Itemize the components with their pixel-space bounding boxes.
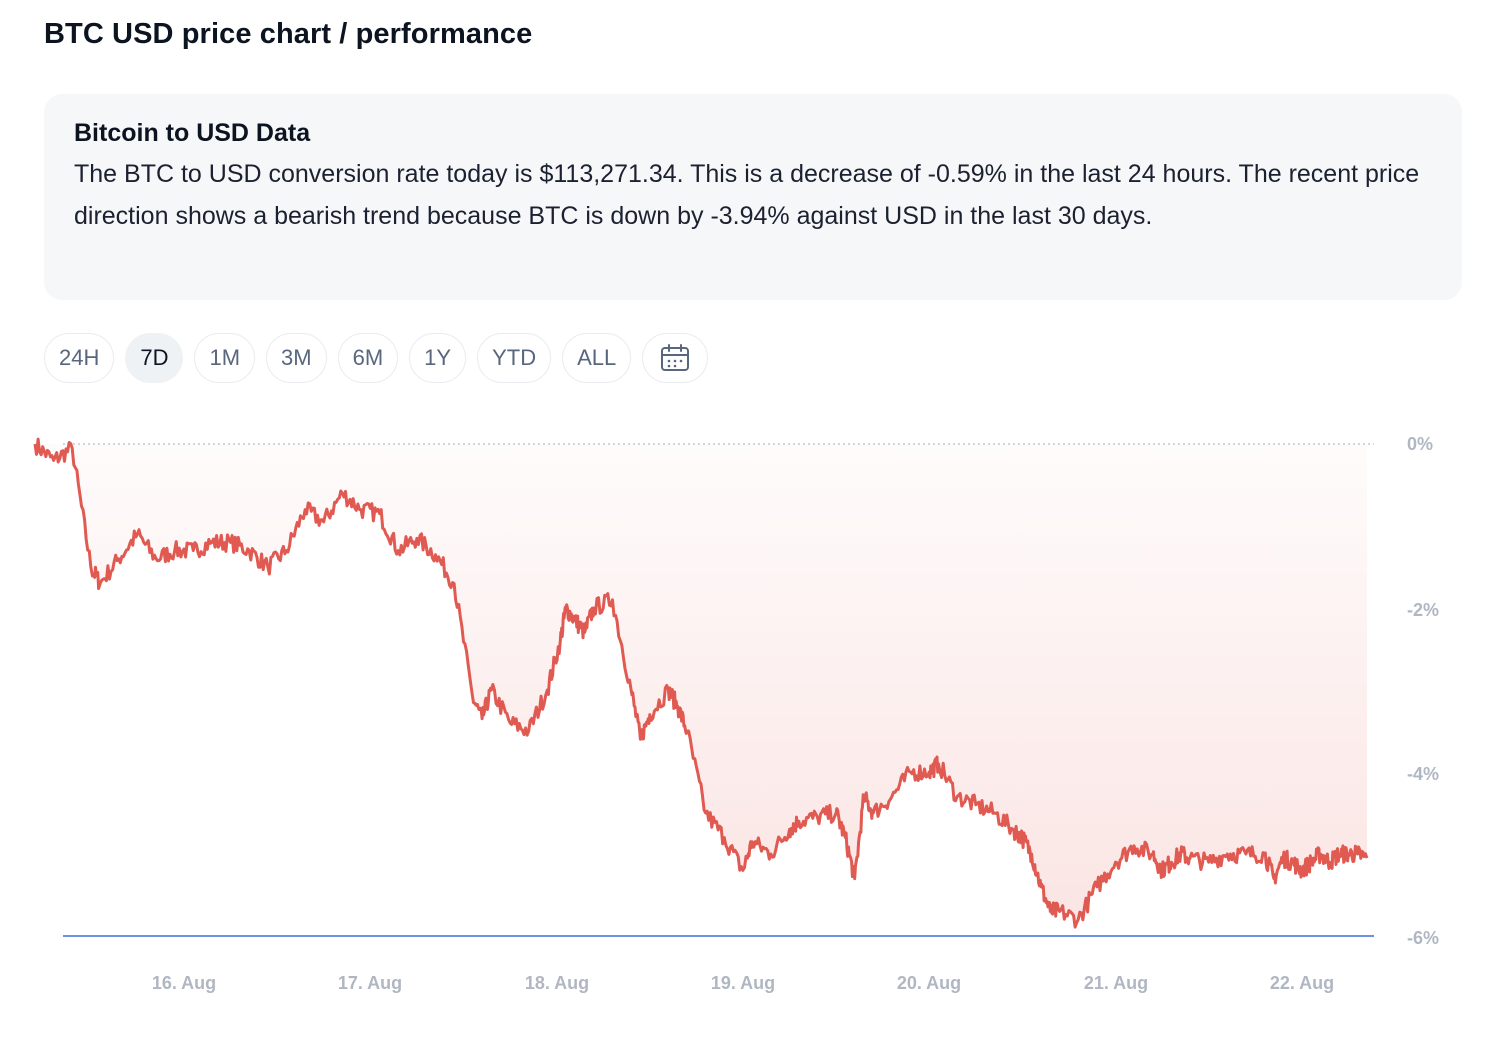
tab-6m[interactable]: 6M bbox=[337, 333, 399, 383]
x-tick-label: 19. Aug bbox=[711, 973, 775, 993]
tab-1m[interactable]: 1M bbox=[194, 333, 256, 383]
tab-1y[interactable]: 1Y bbox=[409, 333, 467, 383]
info-description: The BTC to USD conversion rate today is … bbox=[74, 153, 1432, 237]
info-line-1: The BTC to USD conversion rate today is … bbox=[74, 160, 1233, 188]
range-tabs: 24H 7D 1M 3M 6M 1Y YTD ALL bbox=[44, 333, 709, 383]
x-tick-label: 18. Aug bbox=[525, 973, 589, 993]
price-line bbox=[33, 437, 1369, 929]
tab-7d[interactable]: 7D bbox=[125, 333, 184, 383]
tab-ytd[interactable]: YTD bbox=[477, 333, 552, 383]
tab-all[interactable]: ALL bbox=[562, 333, 632, 383]
price-chart: 0% -2% -4% -6% 16. Aug 17. Aug 18. Aug 1… bbox=[33, 434, 1439, 993]
x-tick-label: 22. Aug bbox=[1270, 973, 1334, 993]
calendar-icon bbox=[661, 344, 690, 371]
y-tick-label: -2% bbox=[1407, 600, 1439, 620]
y-tick-label: -6% bbox=[1407, 928, 1439, 948]
info-heading: Bitcoin to USD Data bbox=[74, 119, 311, 147]
x-tick-label: 16. Aug bbox=[152, 973, 216, 993]
tab-3m[interactable]: 3M bbox=[266, 333, 327, 383]
y-tick-label: -4% bbox=[1407, 764, 1439, 784]
x-tick-label: 20. Aug bbox=[897, 973, 961, 993]
info-line-2: The recent price direction shows a beari… bbox=[74, 160, 1420, 230]
info-panel: Bitcoin to USD Data The BTC to USD conve… bbox=[44, 94, 1462, 300]
page-title: BTC USD price chart / performance bbox=[44, 18, 533, 50]
y-tick-label: 0% bbox=[1407, 434, 1433, 454]
calendar-button[interactable] bbox=[642, 333, 709, 383]
x-tick-label: 17. Aug bbox=[338, 973, 402, 993]
tab-24h[interactable]: 24H bbox=[44, 333, 115, 383]
price-area-fill bbox=[35, 439, 1367, 928]
x-tick-label: 21. Aug bbox=[1084, 973, 1148, 993]
